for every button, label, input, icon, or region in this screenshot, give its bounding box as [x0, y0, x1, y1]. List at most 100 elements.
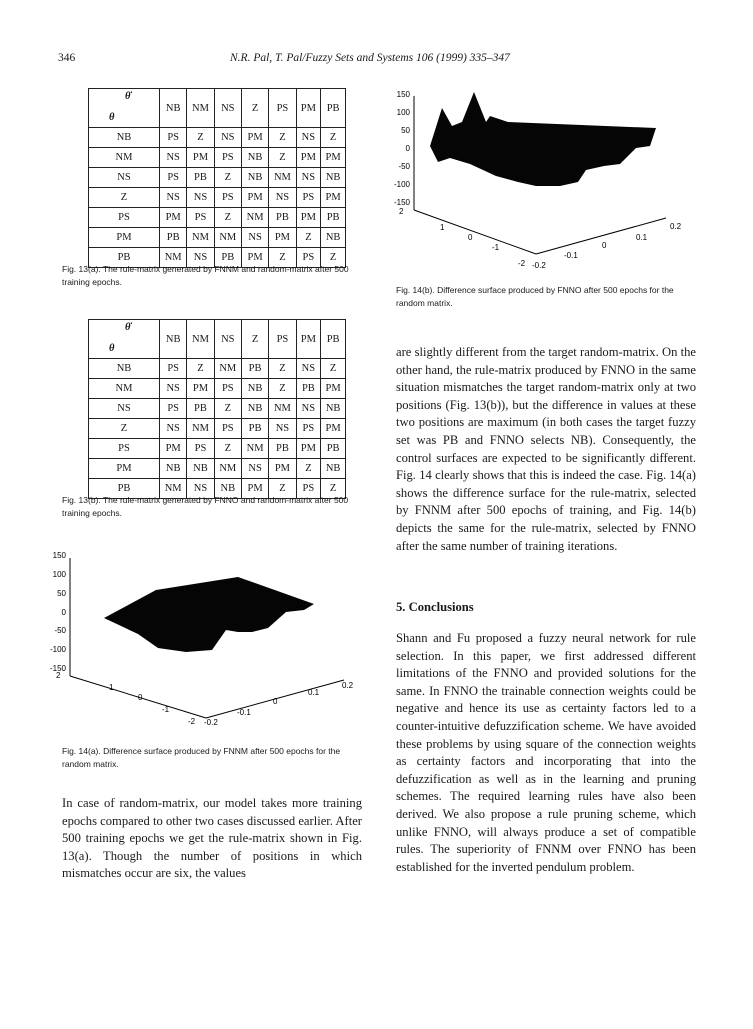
- theta-label: θ: [109, 112, 115, 123]
- table-row: NS PS PB Z NB NM NS NB: [88, 398, 346, 419]
- table-cell: Z: [186, 127, 215, 148]
- table-cell: Z: [268, 147, 297, 168]
- table-row: Z NS NM PS PB NS PS PM: [88, 418, 346, 439]
- x-tick-label: 1: [440, 223, 445, 232]
- row-header: PB: [88, 247, 160, 268]
- x-tick-label: -1: [162, 705, 170, 714]
- table-cell: NM: [268, 398, 297, 419]
- table-cell: Z: [320, 127, 346, 148]
- table-cell: NS: [186, 247, 215, 268]
- x-axis-line: [69, 675, 207, 719]
- figure-caption-13b: Fig. 13(b). The rule-matrix generated by…: [62, 495, 349, 518]
- rule-matrix-table-a: θ̇ θ NB NM NS Z PS PM PB NB PS Z NS PM Z NS Z NM…: [88, 88, 346, 268]
- row-header: PS: [88, 438, 160, 459]
- z-tick-label: -100: [50, 645, 67, 654]
- surface-plot-14a: 150 100 50 0 -50 -100 -150 2 1 0 -1 -2 -…: [50, 551, 354, 727]
- table-cell: NM: [240, 438, 270, 459]
- table-cell: Z: [320, 247, 346, 268]
- table-cell: PM: [295, 147, 322, 168]
- table-cell: NB: [158, 458, 188, 479]
- table-cell: PM: [320, 187, 346, 208]
- table-cell: NB: [320, 398, 346, 419]
- y-tick-label: 0.1: [308, 688, 320, 697]
- x-tick-label: -2: [188, 717, 196, 726]
- body-paragraph-left: In case of random-matrix, our model take…: [62, 796, 362, 881]
- z-tick-label: 150: [397, 90, 411, 99]
- table-cell: NS: [268, 187, 297, 208]
- z-tick-label: -50: [398, 162, 410, 171]
- y-tick-label: 0: [602, 241, 607, 250]
- z-tick-label: 50: [401, 126, 410, 135]
- table-cell: NB: [213, 478, 242, 499]
- table-cell: PS: [213, 187, 242, 208]
- column-header: Z: [240, 319, 270, 359]
- table-cell: NB: [240, 398, 270, 419]
- table-row: PS PM PS Z NM PB PM PB: [88, 207, 346, 228]
- column-header: PM: [295, 319, 322, 359]
- table-cell: PM: [268, 458, 297, 479]
- table-cell: PB: [268, 438, 297, 459]
- table-cell: Z: [268, 378, 297, 399]
- column-header: NS: [213, 88, 242, 128]
- table-cell: PM: [240, 127, 270, 148]
- table-cell: PM: [320, 418, 346, 439]
- z-tick-label: -50: [54, 626, 66, 635]
- table-header-row: θ̇ θ NB NM NS Z PS PM PB: [88, 319, 346, 359]
- x-tick-label: 0: [468, 233, 473, 242]
- table-cell: PM: [158, 207, 188, 228]
- x-tick-label: 2: [399, 207, 404, 216]
- table-cell: NS: [295, 127, 322, 148]
- table-cell: PS: [158, 358, 188, 379]
- row-header: PM: [88, 458, 160, 479]
- row-header: Z: [88, 418, 160, 439]
- x-axis-line: [413, 209, 537, 255]
- y-tick-label: 0.2: [670, 222, 682, 231]
- table-cell: Z: [213, 207, 242, 228]
- table-cell: NS: [295, 167, 322, 188]
- table-cell: PM: [320, 378, 346, 399]
- x-tick-label: 2: [56, 671, 61, 680]
- column-header: NB: [158, 88, 188, 128]
- table-cell: Z: [268, 478, 297, 499]
- table-cell: Z: [268, 358, 297, 379]
- table-row: NB PS Z NS PM Z NS Z: [88, 127, 346, 148]
- z-tick-label: -150: [50, 664, 67, 673]
- table-cell: Z: [213, 167, 242, 188]
- table-cell: NS: [213, 127, 242, 148]
- table-cell: PB: [320, 207, 346, 228]
- row-header: PM: [88, 227, 160, 248]
- y-tick-labels: -0.2 -0.1 0 0.1 0.2: [204, 681, 354, 727]
- table-cell: PB: [158, 227, 188, 248]
- table-cell: PB: [320, 438, 346, 459]
- table-cell: NS: [268, 418, 297, 439]
- table-cell: NB: [240, 147, 270, 168]
- column-header: NM: [186, 88, 215, 128]
- table-row: PB NM NS NB PM Z PS Z: [88, 478, 346, 499]
- table-cell: PS: [186, 438, 215, 459]
- table-cell: NB: [320, 167, 346, 188]
- x-tick-labels: 2 1 0 -1 -2: [56, 671, 196, 726]
- z-tick-label: 150: [53, 551, 67, 560]
- table-row: NM NS PM PS NB Z PB PM: [88, 378, 346, 399]
- z-tick-label: 100: [53, 570, 67, 579]
- table-cell: NS: [158, 418, 188, 439]
- table-cell: NB: [320, 227, 346, 248]
- table-cell: PS: [186, 207, 215, 228]
- table-cell: NM: [213, 458, 242, 479]
- table-row: NB PS Z NM PB Z NS Z: [88, 358, 346, 379]
- table-cell: NS: [295, 358, 322, 379]
- table-header-row: θ̇ θ NB NM NS Z PS PM PB: [88, 88, 346, 128]
- table-cell: PB: [186, 398, 215, 419]
- table-corner: θ̇ θ: [88, 319, 160, 359]
- table-cell: PM: [295, 207, 322, 228]
- table-cell: PM: [240, 247, 270, 268]
- table-cell: PM: [186, 147, 215, 168]
- table-cell: Z: [213, 438, 242, 459]
- theta-dot-label: θ̇: [125, 322, 131, 333]
- column-header: Z: [240, 88, 270, 128]
- table-cell: NS: [158, 147, 188, 168]
- table-corner: θ̇ θ: [88, 88, 160, 128]
- table-cell: NS: [240, 458, 270, 479]
- table-cell: Z: [295, 227, 322, 248]
- z-tick-labels: 150 100 50 0 -50 -100 -150: [50, 551, 67, 673]
